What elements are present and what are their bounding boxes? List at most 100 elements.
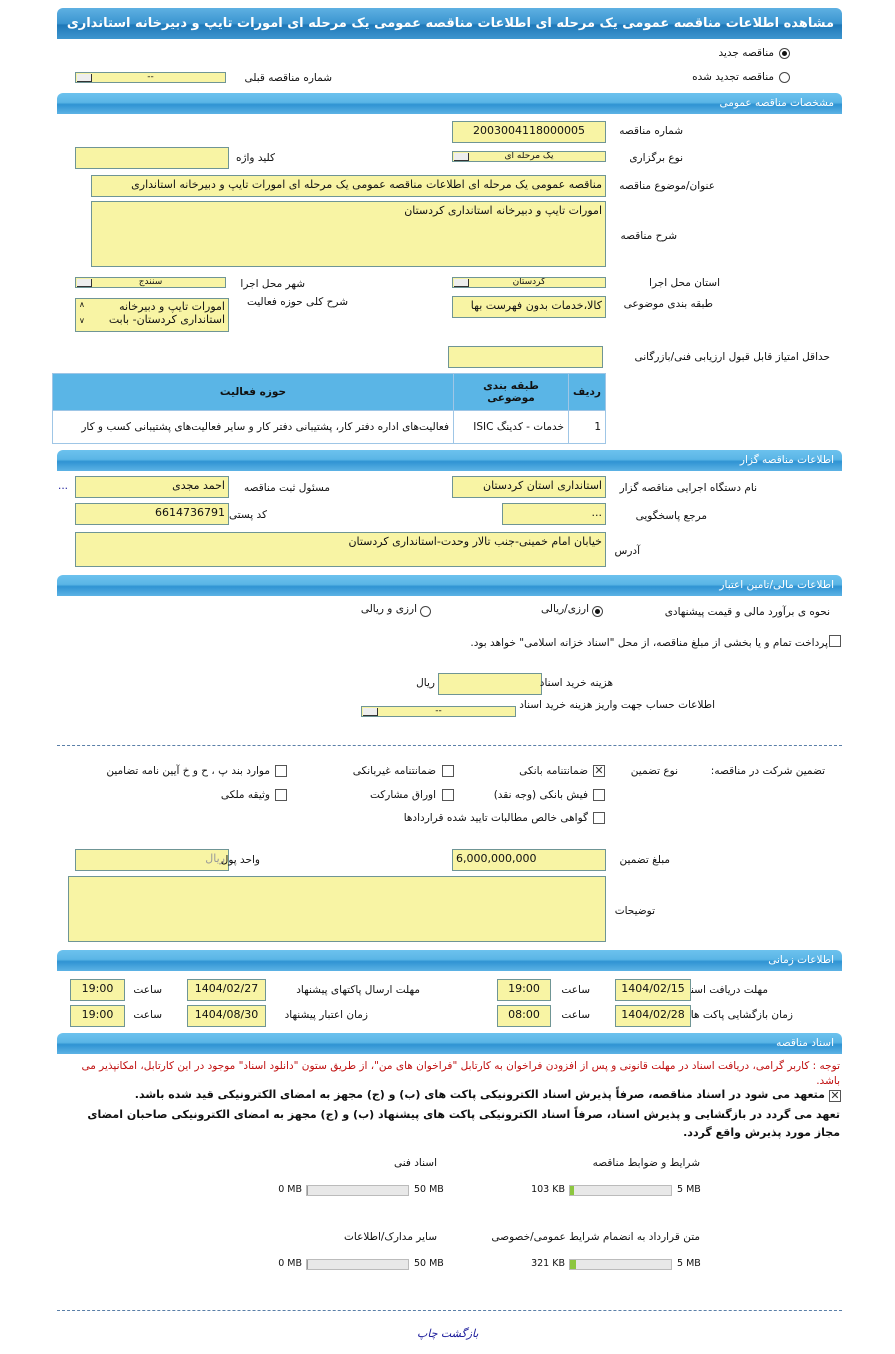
divider bbox=[57, 745, 842, 746]
file-progress-bar bbox=[306, 1259, 409, 1270]
guarantee-checkbox-3[interactable] bbox=[275, 765, 287, 777]
hour-label: ساعت bbox=[561, 1009, 590, 1021]
guarantee-checkbox-2[interactable] bbox=[442, 765, 454, 777]
guarantee-label-2: ضمانتنامه غیربانکی bbox=[352, 765, 436, 777]
scroll-down-icon[interactable]: ∨ bbox=[79, 316, 85, 325]
province-select[interactable]: کردستان bbox=[452, 277, 606, 288]
guarantee-checkbox-4[interactable] bbox=[593, 789, 605, 801]
file-max-size: 50 MB bbox=[414, 1258, 444, 1269]
registrar-label: مسئول ثبت مناقصه bbox=[243, 482, 330, 494]
address-field[interactable]: خیابان امام خمینی-جنب تالار وحدت-استاندا… bbox=[75, 532, 606, 567]
col-category: طبقه بندی موضوعی bbox=[453, 373, 569, 411]
hour-label: ساعت bbox=[561, 984, 590, 996]
renewed-tender-label: مناقصه تجدید شده bbox=[692, 71, 774, 83]
file-label: شرایط و ضوابط مناقصه bbox=[592, 1157, 700, 1169]
keyword-field[interactable] bbox=[75, 147, 229, 169]
activity-label: شرح کلی حوزه فعالیت bbox=[246, 296, 348, 308]
method-select[interactable]: یک مرحله ای bbox=[452, 151, 606, 162]
treasury-label: پرداخت تمام و یا بخشی از مبلغ مناقصه، از… bbox=[470, 637, 828, 649]
category-field[interactable]: کالا،خدمات بدون فهرست بها bbox=[452, 296, 606, 318]
number-field[interactable]: 2003004118000005 bbox=[452, 121, 606, 143]
section-documents: اسناد مناقصه bbox=[57, 1033, 842, 1054]
description-label: شرح مناقصه bbox=[620, 230, 677, 242]
file-progress-fill bbox=[307, 1186, 308, 1195]
subject-field[interactable]: مناقصه عمومی یک مرحله ای اطلاعات مناقصه … bbox=[91, 175, 606, 197]
cell-category: خدمات - کدینگ ISIC bbox=[453, 410, 569, 444]
new-tender-radio[interactable] bbox=[779, 48, 790, 59]
guarantee-checkbox-5[interactable] bbox=[442, 789, 454, 801]
file-label: متن قرارداد به انضمام شرایط عمومی/خصوصی bbox=[491, 1231, 700, 1243]
validity-time-field[interactable]: 19:00 bbox=[70, 1005, 125, 1027]
registrar-field[interactable]: احمد مجدی bbox=[75, 476, 229, 498]
estimate-opt1-radio[interactable] bbox=[592, 606, 603, 617]
col-row: ردیف bbox=[568, 373, 606, 411]
opening-time-field[interactable]: 08:00 bbox=[497, 1005, 551, 1027]
estimate-opt2-label: ارزی و ریالی bbox=[360, 603, 417, 615]
file-size: 0 MB bbox=[278, 1184, 302, 1195]
guarantee-label-5: اوراق مشارکت bbox=[369, 789, 436, 801]
province-value: کردستان bbox=[512, 277, 546, 287]
section-timing: اطلاعات زمانی bbox=[57, 950, 842, 971]
guarantee-label-4: فیش بانکی (وجه نقد) bbox=[493, 789, 588, 801]
doc-deadline-label: مهلت دریافت اسناد bbox=[683, 984, 768, 996]
renewed-tender-radio[interactable] bbox=[779, 72, 790, 83]
estimate-opt1-label: ارزی/ریالی bbox=[541, 603, 589, 615]
min-score-field[interactable] bbox=[448, 346, 603, 368]
estimate-opt2-radio[interactable] bbox=[420, 606, 431, 617]
treasury-checkbox[interactable] bbox=[829, 635, 841, 647]
doc-cost-label: هزینه خرید اسناد bbox=[539, 677, 613, 689]
file-max-size: 5 MB bbox=[677, 1258, 701, 1269]
amount-field[interactable]: 6,000,000,000 bbox=[452, 849, 606, 871]
description-field[interactable]: امورات تایپ و دبیرخانه استانداری کردستان bbox=[91, 201, 606, 267]
unit-field[interactable]: ریال bbox=[75, 849, 229, 871]
commit-text-1: متعهد می شود در اسناد مناقصه، صرفاً پذیر… bbox=[134, 1088, 825, 1101]
guarantee-checkbox-1[interactable]: ✕ bbox=[593, 764, 605, 777]
validity-field[interactable]: 1404/08/30 bbox=[187, 1005, 266, 1027]
file-label: سایر مدارک/اطلاعات bbox=[344, 1231, 437, 1243]
notes-label: توضیحات bbox=[614, 905, 655, 917]
org-label: نام دستگاه اجرایی مناقصه گزار bbox=[619, 482, 757, 494]
registrar-more-button[interactable]: ... bbox=[58, 480, 69, 492]
activity-listbox[interactable]: امورات تایپ و دبیرخانه استانداری کردستان… bbox=[75, 298, 229, 332]
province-label: استان محل اجرا bbox=[649, 277, 720, 289]
col-activity: حوزه فعالیت bbox=[52, 373, 454, 411]
back-link[interactable]: بازگشت bbox=[440, 1327, 479, 1340]
city-select[interactable]: سنندج bbox=[75, 277, 226, 288]
prev-number-value: -- bbox=[147, 72, 154, 82]
guarantee-checkbox-6[interactable] bbox=[275, 789, 287, 801]
cell-activity: فعالیت‌های اداره دفتر کار، پشتیبانی دفتر… bbox=[52, 410, 454, 444]
file-size: 0 MB bbox=[278, 1258, 302, 1269]
account-select[interactable]: -- bbox=[361, 706, 516, 717]
scroll-up-icon[interactable]: ∧ bbox=[79, 300, 85, 309]
print-link[interactable]: چاپ bbox=[417, 1327, 438, 1340]
org-field[interactable]: استانداری استان کردستان bbox=[452, 476, 606, 498]
activity-line1: امورات تایپ و دبیرخانه bbox=[119, 300, 225, 313]
hour-label: ساعت bbox=[133, 1009, 162, 1021]
guarantee-checkbox-7[interactable] bbox=[593, 812, 605, 824]
reference-label: مرجع پاسخگویی bbox=[635, 510, 707, 522]
city-label: شهر محل اجرا bbox=[240, 278, 305, 290]
postal-field[interactable]: 6614736791 bbox=[75, 503, 229, 525]
file-size: 321 KB bbox=[531, 1258, 565, 1269]
notes-field[interactable] bbox=[68, 876, 606, 942]
submit-time-field[interactable]: 19:00 bbox=[70, 979, 125, 1001]
reference-field[interactable]: ... bbox=[502, 503, 606, 525]
opening-field[interactable]: 1404/02/28 bbox=[615, 1005, 691, 1027]
account-label: اطلاعات حساب جهت واریز هزینه خرید اسناد bbox=[519, 699, 715, 711]
activity-table: ردیف طبقه بندی موضوعی حوزه فعالیت 1 خدمات -… bbox=[52, 373, 606, 444]
new-tender-label: مناقصه جدید bbox=[718, 47, 774, 59]
submit-field[interactable]: 1404/02/27 bbox=[187, 979, 266, 1001]
prev-number-select[interactable]: -- bbox=[75, 72, 226, 83]
commit-text-2: تعهد می گردد در بازگشایی و پذیرش اسناد، … bbox=[87, 1108, 840, 1139]
file-progress-bar bbox=[306, 1185, 409, 1196]
table-row: 1 خدمات - کدینگ ISIC فعالیت‌های اداره دفتر… bbox=[52, 410, 606, 444]
cell-row: 1 bbox=[568, 410, 606, 444]
doc-deadline-field[interactable]: 1404/02/15 bbox=[615, 979, 691, 1001]
submit-label: مهلت ارسال پاکتهای پیشنهاد bbox=[296, 984, 420, 996]
prev-number-label: شماره مناقصه قبلی bbox=[244, 72, 332, 84]
city-value: سنندج bbox=[138, 277, 163, 287]
doc-cost-field[interactable] bbox=[438, 673, 542, 695]
doc-deadline-time-field[interactable]: 19:00 bbox=[497, 979, 551, 1001]
section-general: مشخصات مناقصه عمومی bbox=[57, 93, 842, 114]
estimate-label: نحوه ی برآورد مالی و قیمت پیشنهادی bbox=[664, 606, 830, 618]
